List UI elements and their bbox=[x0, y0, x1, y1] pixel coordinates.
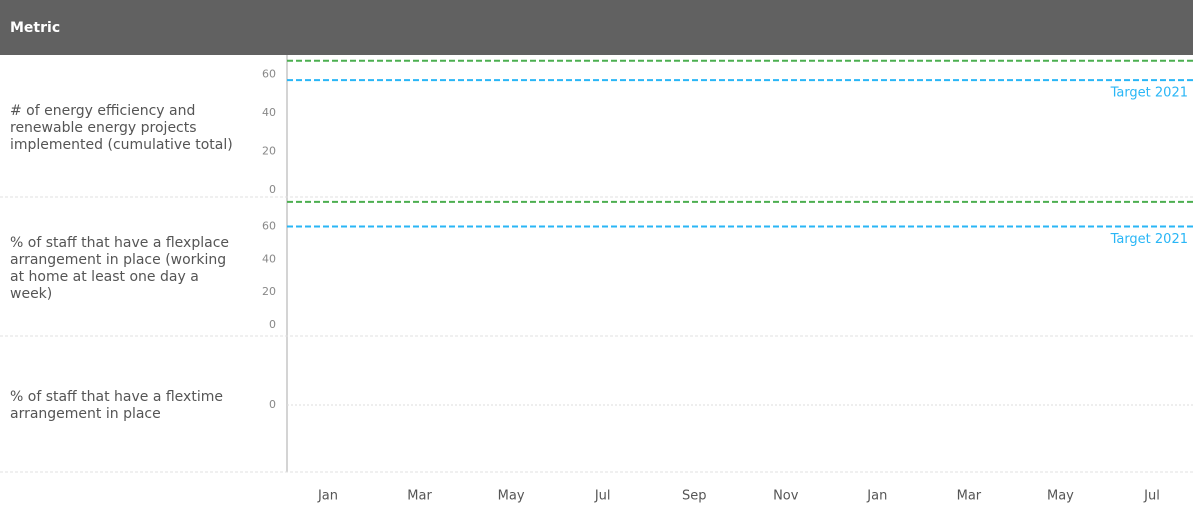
x-tick-label: Mar bbox=[957, 489, 982, 504]
x-tick-label: Jan bbox=[317, 489, 338, 504]
y-tick-label: 60 bbox=[262, 220, 276, 233]
y-tick-label: 20 bbox=[262, 285, 276, 298]
y-tick-label: 40 bbox=[262, 252, 276, 265]
x-tick-label: Nov bbox=[773, 489, 799, 504]
header-title: Metric bbox=[10, 20, 60, 36]
x-tick-label: Sep bbox=[682, 489, 707, 504]
header-bar bbox=[0, 0, 1193, 55]
dashboard: Metric 0 20 40 60 Target 2021 0 20 40 60 Target 2… bbox=[0, 0, 1193, 508]
target-label: Target 2021 bbox=[1110, 232, 1188, 247]
x-tick-label: Jan bbox=[866, 489, 887, 504]
y-tick-label: 0 bbox=[269, 398, 276, 411]
x-tick-label: May bbox=[1047, 489, 1074, 504]
target-label: Target 2021 bbox=[1110, 86, 1188, 101]
y-tick-label: 0 bbox=[269, 183, 276, 196]
x-tick-label: Jul bbox=[1143, 489, 1160, 504]
metric-label: % of staff that have a flextime arrangem… bbox=[10, 389, 235, 423]
y-tick-label: 60 bbox=[262, 67, 276, 80]
metric-label: % of staff that have a flexplace arrange… bbox=[10, 235, 235, 303]
x-tick-label: Mar bbox=[407, 489, 432, 504]
y-tick-label: 40 bbox=[262, 106, 276, 119]
x-tick-label: Jul bbox=[594, 489, 611, 504]
y-tick-label: 20 bbox=[262, 144, 276, 157]
y-tick-label: 0 bbox=[269, 318, 276, 331]
x-tick-label: May bbox=[498, 489, 525, 504]
metric-label: # of energy efficiency and renewable ene… bbox=[10, 103, 235, 154]
